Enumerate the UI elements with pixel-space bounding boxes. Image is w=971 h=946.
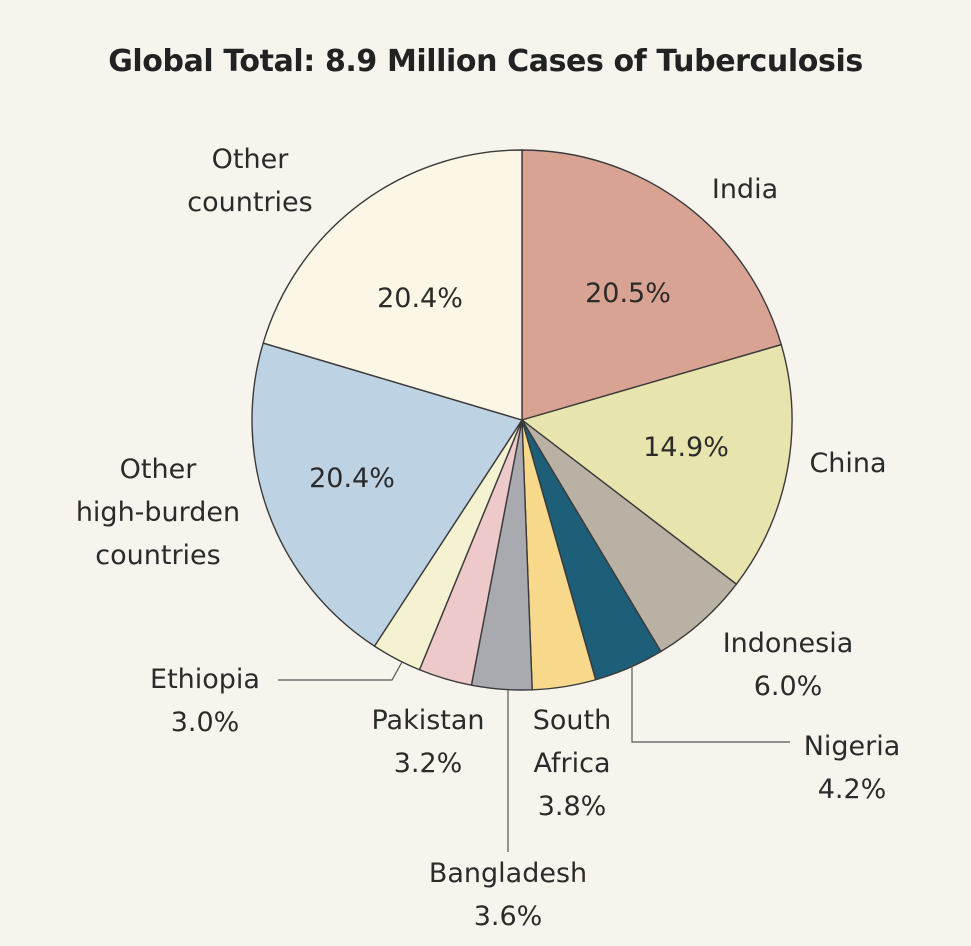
data-label-other-high-burden-countries: 20.4% xyxy=(309,463,395,494)
slice-china xyxy=(521,343,793,585)
chart-title: Global Total: 8.9 Million Cases of Tuber… xyxy=(108,44,863,79)
category-label-nigeria: Nigeria 4.2% xyxy=(804,731,901,805)
slice-other-countries xyxy=(262,149,523,421)
slice-india xyxy=(521,149,782,421)
leader-line-nigeria xyxy=(631,664,790,743)
category-label-ethiopia: Ethiopia 3.0% xyxy=(150,664,260,738)
slice-other-high-burden-countries xyxy=(251,342,523,647)
category-label-other-countries: Other countries xyxy=(187,144,312,218)
category-label-pakistan: Pakistan 3.2% xyxy=(371,705,484,779)
leader-line-ethiopia xyxy=(278,661,403,681)
data-label-india: 20.5% xyxy=(585,278,671,309)
category-label-china: China xyxy=(809,448,886,479)
data-label-other-countries: 20.4% xyxy=(377,283,463,314)
category-label-india: India xyxy=(712,174,778,205)
category-label-other-high-burden-countries: Other high-burden countries xyxy=(76,454,240,571)
category-label-indonesia: Indonesia 6.0% xyxy=(723,628,854,702)
data-label-china: 14.9% xyxy=(643,432,729,463)
category-label-bangladesh: Bangladesh 3.6% xyxy=(429,858,587,932)
category-label-south-africa: South Africa 3.8% xyxy=(533,705,611,822)
